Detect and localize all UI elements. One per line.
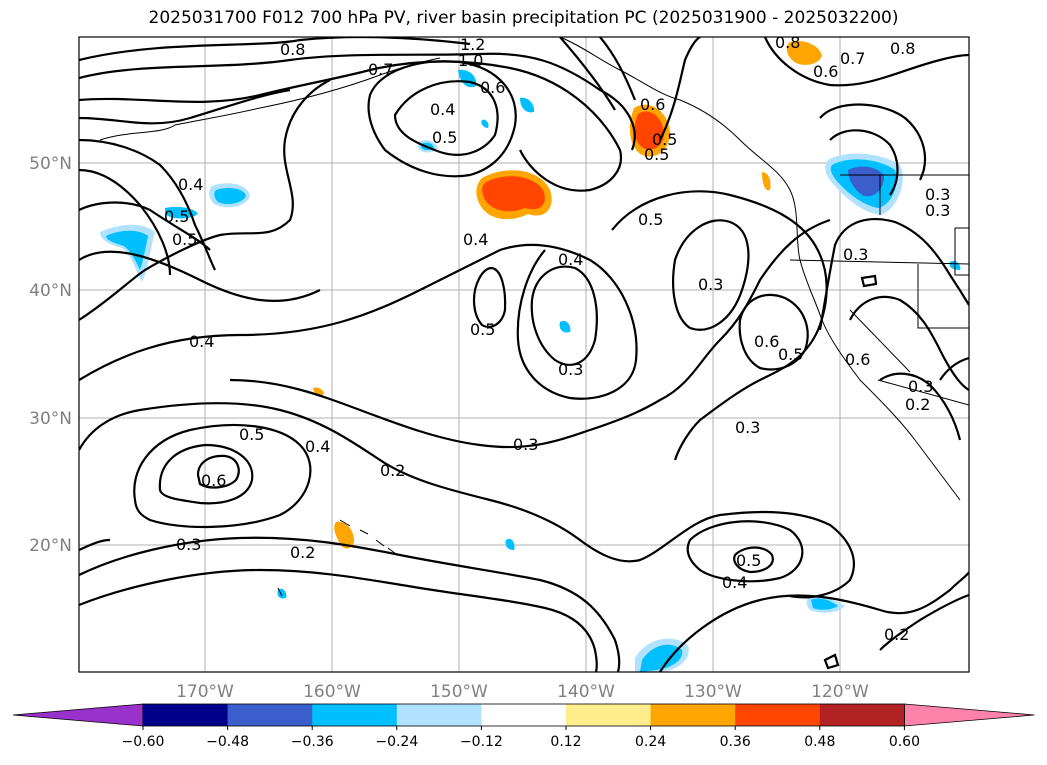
contour-label: 0.8 — [775, 33, 800, 52]
contour-label: 0.4 — [463, 230, 488, 249]
lon-label: 160°W — [303, 682, 361, 702]
contour-label: 0.3 — [735, 418, 760, 437]
colorbar-segment — [650, 704, 736, 726]
contour-label: 0.2 — [884, 625, 909, 644]
contour-label: 0.6 — [640, 95, 665, 114]
colorbar: −0.60 −0.48 −0.36 −0.24 −0.12 0.12 0.24 0.36 0.4… — [12, 703, 1035, 750]
lat-label: 20°N — [29, 536, 72, 556]
longitude-labels: 170°W 160°W 150°W 140°W 130°W 120°W — [176, 682, 869, 702]
contour-label: 0.3 — [698, 275, 723, 294]
lon-label: 120°W — [811, 682, 869, 702]
lon-label: 150°W — [430, 682, 488, 702]
contour-label: 0.5 — [470, 320, 495, 339]
contour-label: 0.7 — [840, 49, 865, 68]
colorbar-tick-label: −0.12 — [460, 734, 503, 750]
contour-label: 0.2 — [905, 395, 930, 414]
graticule — [79, 37, 969, 672]
contour-label: 0.4 — [178, 175, 203, 194]
contour-label: 0.6 — [754, 332, 779, 351]
contour-label: 0.4 — [305, 437, 330, 456]
contour-label: 0.5 — [778, 345, 803, 364]
colorbar-segment — [735, 704, 821, 726]
contour-label: 0.3 — [925, 185, 950, 204]
contour-label: 0.4 — [430, 100, 455, 119]
colorbar-tick-label: −0.36 — [291, 734, 334, 750]
contour-label: 0.4 — [558, 250, 583, 269]
lat-label: 40°N — [29, 281, 72, 301]
contour-label: 1.0 — [458, 51, 483, 70]
contour-label: 0.2 — [380, 461, 405, 480]
contour-label: 0.4 — [189, 332, 214, 351]
contour-label: 0.5 — [164, 207, 189, 226]
colorbar-segment — [227, 704, 313, 726]
lon-label: 140°W — [557, 682, 615, 702]
lat-label: 30°N — [29, 409, 72, 429]
contour-label: 0.3 — [558, 360, 583, 379]
colorbar-tick-label: 0.36 — [720, 734, 751, 750]
contour-label: 0.6 — [845, 350, 870, 369]
lat-label: 50°N — [29, 154, 72, 174]
colorbar-tick-label: 0.60 — [889, 734, 920, 750]
contour-label: 0.3 — [513, 435, 538, 454]
colorbar-segment — [396, 704, 482, 726]
contour-label: 0.7 — [368, 60, 393, 79]
contour-label: 0.5 — [644, 145, 669, 164]
map-plot-area: 0.8 1.2 1.0 0.7 0.6 0.4 0.5 0.4 0.5 0.5 … — [79, 33, 969, 672]
colorbar-tick-label: −0.60 — [122, 734, 165, 750]
coastlines — [99, 37, 969, 597]
contour-label: 0.5 — [736, 551, 761, 570]
contour-label: 0.8 — [890, 39, 915, 58]
latitude-labels: 20°N 30°N 40°N 50°N — [29, 154, 72, 556]
contour-label: 0.3 — [908, 377, 933, 396]
contour-label: 0.6 — [480, 78, 505, 97]
colorbar-segment — [481, 704, 567, 726]
contour-label: 0.5 — [652, 130, 677, 149]
contour-label: 1.2 — [460, 35, 485, 54]
lon-label: 170°W — [176, 682, 234, 702]
colorbar-segment — [143, 704, 229, 726]
contour-label: 0.5 — [638, 210, 663, 229]
pv-contours — [79, 37, 969, 672]
map-frame — [78, 36, 970, 673]
contour-label: 0.5 — [239, 425, 264, 444]
contour-label: 0.2 — [290, 543, 315, 562]
colorbar-tick-label: 0.48 — [804, 734, 835, 750]
contour-label: 0.5 — [172, 230, 197, 249]
colorbar-tick-label: −0.24 — [375, 734, 418, 750]
contour-label: 0.6 — [201, 471, 226, 490]
lon-label: 130°W — [684, 682, 742, 702]
contour-label: 0.3 — [925, 201, 950, 220]
colorbar-extend-min — [12, 703, 144, 727]
contour-label: 0.3 — [843, 245, 868, 264]
contour-label: 0.4 — [722, 573, 747, 592]
colorbar-tick-label: 0.12 — [550, 734, 581, 750]
contour-label: 0.3 — [176, 535, 201, 554]
colorbar-segment — [566, 704, 652, 726]
map-title: 2025031700 F012 700 hPa PV, river basin … — [148, 8, 899, 28]
contour-label: 0.8 — [280, 40, 305, 59]
contour-label: 0.6 — [813, 62, 838, 81]
colorbar-extend-max — [904, 703, 1035, 727]
colorbar-tick-label: −0.48 — [206, 734, 249, 750]
colorbar-frame — [142, 703, 905, 727]
contour-labels: 0.8 1.2 1.0 0.7 0.6 0.4 0.5 0.4 0.5 0.5 … — [164, 33, 950, 644]
colorbar-segment — [819, 704, 905, 726]
contour-label: 0.5 — [432, 128, 457, 147]
colorbar-tick-label: 0.24 — [635, 734, 666, 750]
colorbar-segment — [312, 704, 398, 726]
